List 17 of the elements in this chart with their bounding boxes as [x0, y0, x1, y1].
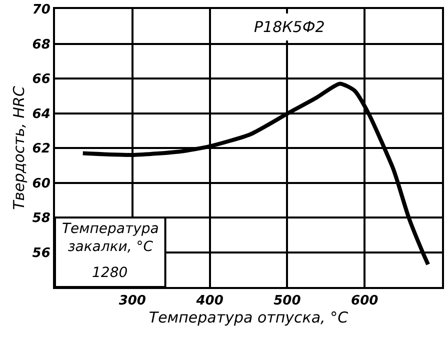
y-tick-label: 68	[32, 37, 50, 52]
y-tick-label: 60	[32, 176, 50, 192]
x-tick-label: 300	[118, 294, 146, 309]
annotation: 1280	[92, 265, 128, 281]
y-tick-label: 64	[32, 106, 50, 122]
annotation: Р18К5Ф2	[254, 18, 325, 36]
y-tick-label: 58	[32, 211, 50, 226]
x-tick-label: 600	[351, 294, 378, 309]
x-axis-title: Температура отпуска, °C	[148, 308, 349, 327]
y-tick-label: 62	[32, 142, 50, 157]
x-tick-label: 500	[274, 294, 301, 309]
x-tick-label: 400	[195, 294, 224, 309]
y-tick-label: 56	[32, 246, 50, 261]
y-tick-label: 66	[32, 72, 50, 88]
y-axis-title: Твердость, HRC	[10, 86, 28, 210]
annotation: Температура закалки, °C	[62, 221, 159, 256]
y-tick-label: 70	[32, 2, 50, 18]
